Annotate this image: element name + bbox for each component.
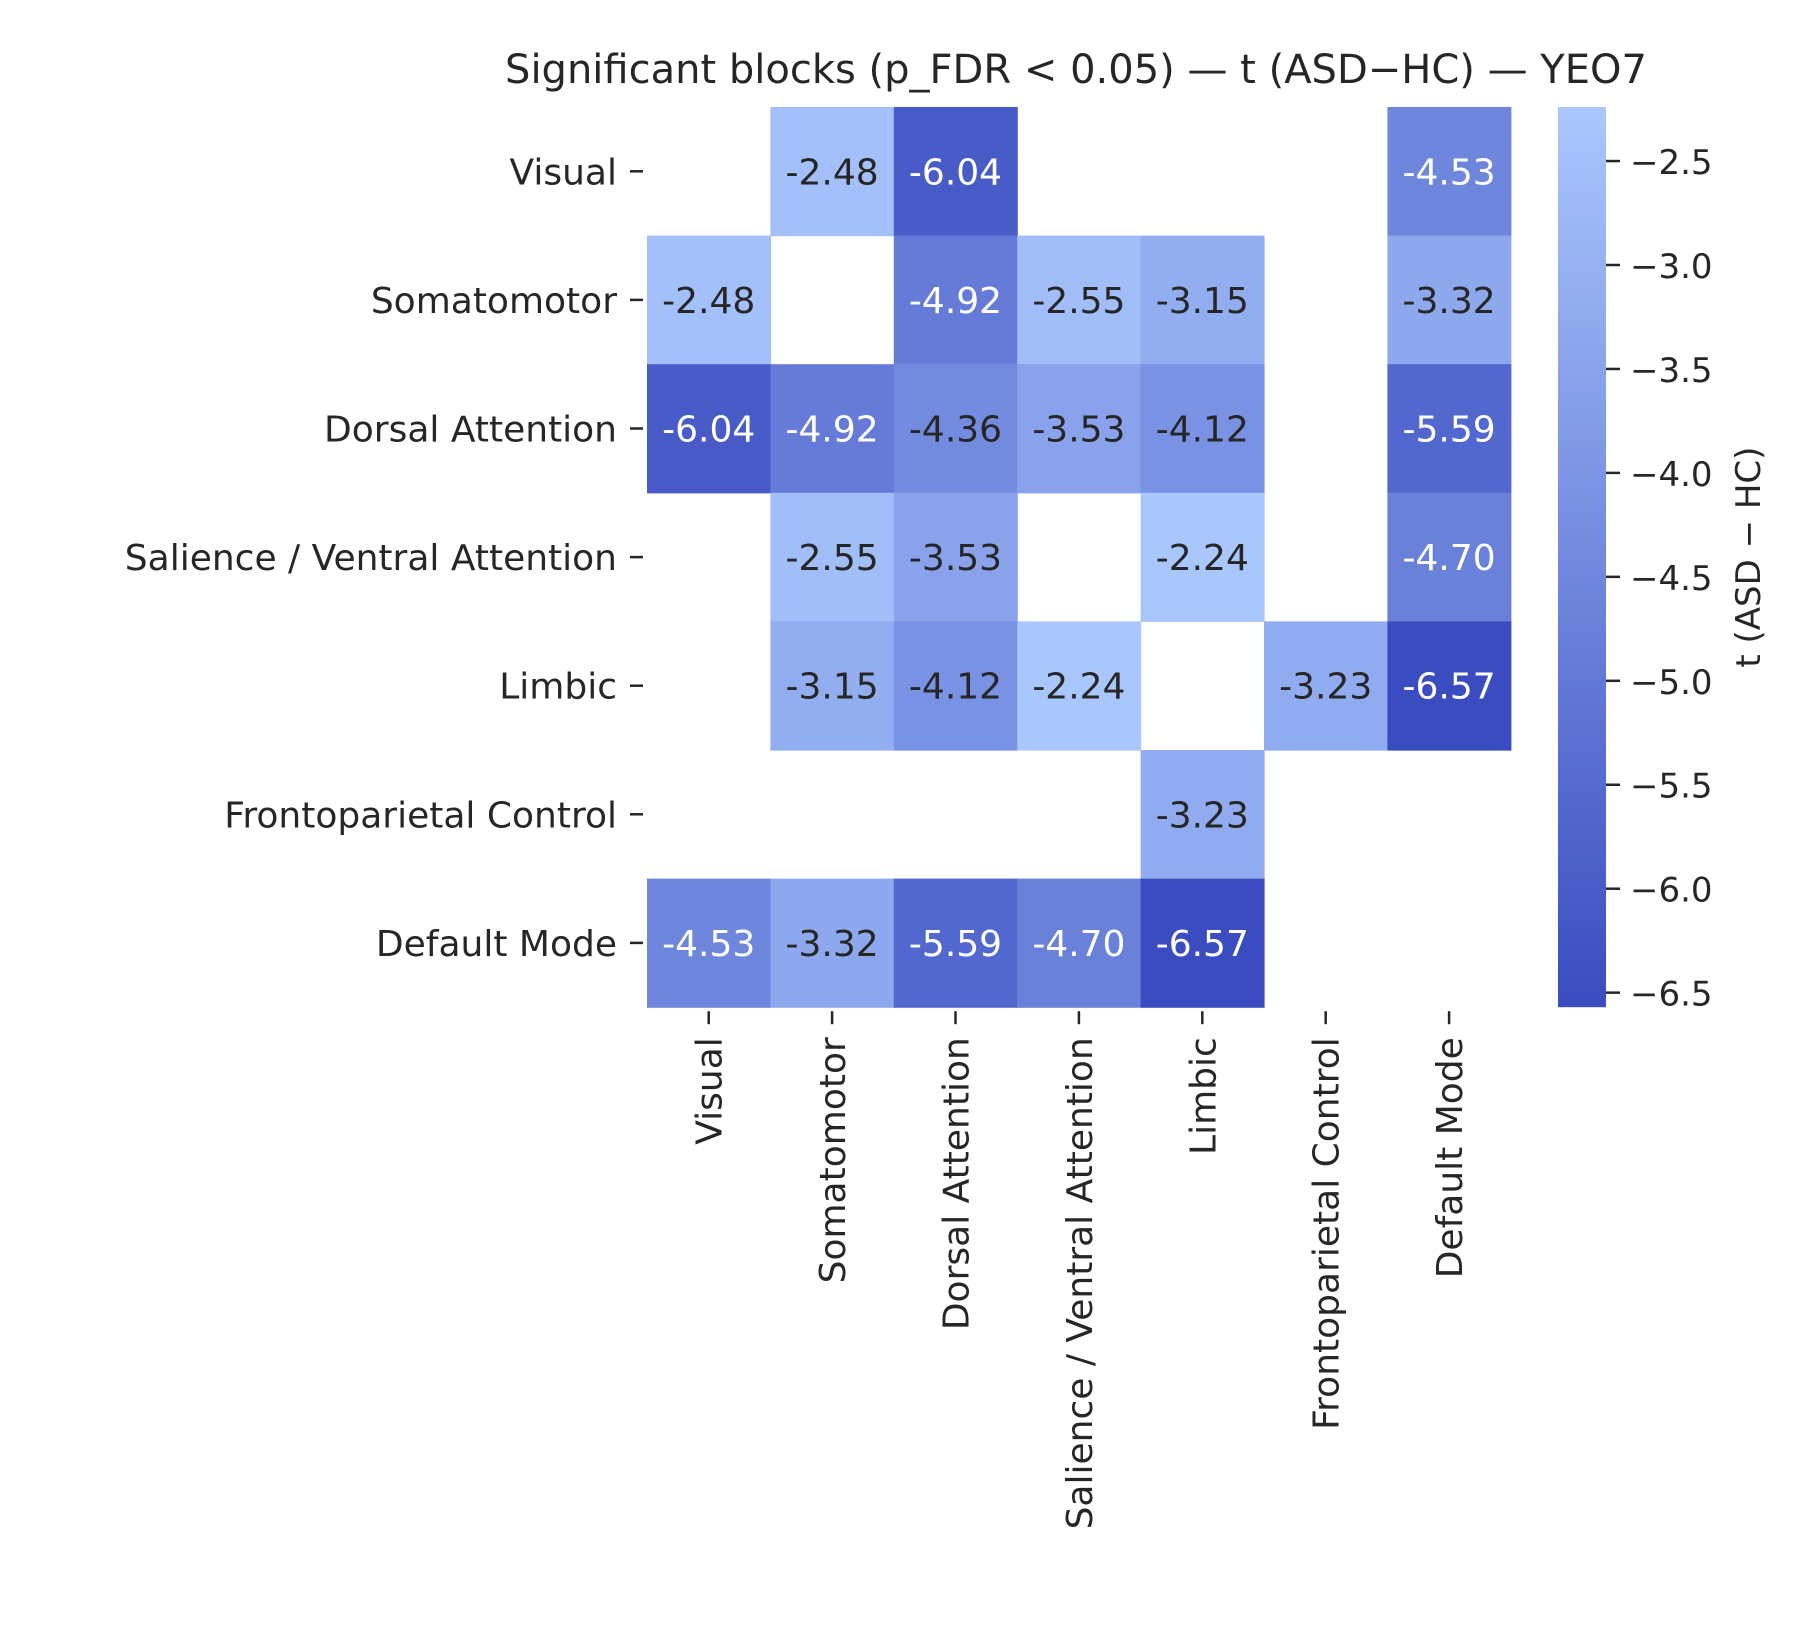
heatmap-cell — [1387, 107, 1512, 237]
heatmap-cell — [1140, 492, 1265, 622]
heatmap-cell — [647, 235, 771, 365]
colorbar-tick-label: −5.0 — [1630, 663, 1713, 703]
cell-value-label: -3.23 — [1279, 667, 1372, 708]
colorbar-tick-label: −4.0 — [1630, 455, 1713, 495]
cell-value-label: -2.24 — [1032, 667, 1125, 708]
cell-value-label: -3.15 — [786, 667, 879, 708]
cell-value-label: -6.04 — [909, 152, 1002, 193]
x-tick-label: Salience / Ventral Attention — [1060, 1037, 1101, 1529]
cell-value-label: -6.57 — [1403, 667, 1496, 708]
cell-value-label: -3.15 — [1156, 281, 1249, 322]
cell-value-label: -3.32 — [786, 924, 879, 965]
heatmap-cell — [1264, 621, 1388, 751]
y-tick-label: Visual — [510, 152, 617, 193]
colorbar-tick-label: −5.5 — [1630, 767, 1713, 807]
heatmap-cell — [1017, 878, 1142, 1008]
y-tick-label: Dorsal Attention — [324, 410, 617, 451]
cell-value-label: -2.48 — [662, 281, 755, 322]
cell-value-label: -5.59 — [1403, 410, 1496, 451]
cell-value-label: -3.32 — [1403, 281, 1496, 322]
cell-value-label: -2.55 — [786, 538, 879, 579]
cell-value-label: -5.59 — [909, 924, 1002, 965]
heatmap-cell — [1140, 364, 1265, 494]
cell-value-label: -2.48 — [786, 152, 879, 193]
cell-value-label: -4.12 — [1156, 410, 1249, 451]
x-axis: Visual Somatomotor Dorsal Attention Salienc… — [690, 1011, 1471, 1529]
heatmap-cells: -2.48 -6.04 -4.53 -2.48 -4.92 -2.55 -3.15 -3.32… — [647, 107, 1512, 1008]
heatmap-cell — [893, 492, 1018, 622]
heatmap-cell — [647, 364, 771, 494]
heatmap-cell — [770, 364, 895, 494]
heatmap-cell — [1387, 492, 1512, 622]
heatmap-cell — [893, 878, 1018, 1008]
heatmap-cell — [1017, 364, 1142, 494]
y-tick-label: Frontoparietal Control — [224, 795, 617, 836]
chart-title: Significant blocks (p_FDR < 0.05) — t (A… — [505, 47, 1647, 93]
y-axis: Visual Somatomotor Dorsal Attention Salienc… — [125, 152, 643, 965]
cell-value-label: -4.92 — [786, 410, 879, 451]
heatmap-cell — [770, 492, 895, 622]
heatmap-cell — [770, 107, 895, 237]
cell-value-label: -6.57 — [1156, 924, 1249, 965]
x-tick-label: Limbic — [1183, 1037, 1224, 1155]
colorbar-label: t (ASD − HC) — [1729, 447, 1769, 668]
cell-value-label: -2.55 — [1032, 281, 1125, 322]
x-tick-label: Default Mode — [1430, 1037, 1471, 1278]
cell-value-label: -4.53 — [662, 924, 755, 965]
colorbar-ticks: −2.5 −3.0 −3.5 −4.0 −4.5 −5.0 −5.5 −6.0 −6.5 — [1606, 143, 1713, 1015]
heatmap-cell — [1017, 235, 1142, 365]
y-tick-label: Salience / Ventral Attention — [125, 538, 617, 579]
heatmap-cell — [1387, 621, 1512, 751]
cell-value-label: -4.92 — [909, 281, 1002, 322]
heatmap-cell — [647, 878, 771, 1008]
y-tick-label: Default Mode — [376, 924, 617, 965]
heatmap-cell — [1387, 364, 1512, 494]
heatmap-cell — [1017, 621, 1142, 751]
heatmap-cell — [770, 878, 895, 1008]
cell-value-label: -4.12 — [909, 667, 1002, 708]
colorbar-tick-label: −4.5 — [1630, 559, 1713, 599]
y-tick-label: Limbic — [499, 667, 617, 708]
colorbar-tick-label: −6.5 — [1630, 975, 1713, 1015]
x-tick-label: Visual — [690, 1037, 731, 1144]
colorbar-tick-label: −3.0 — [1630, 247, 1713, 287]
x-tick-label: Frontoparietal Control — [1307, 1037, 1348, 1430]
x-tick-label: Somatomotor — [813, 1037, 854, 1283]
heatmap-cell — [1140, 750, 1265, 880]
cell-value-label: -6.04 — [662, 410, 755, 451]
colorbar-tick-label: −2.5 — [1630, 143, 1713, 183]
heatmap-cell — [1140, 878, 1265, 1008]
cell-value-label: -3.53 — [909, 538, 1002, 579]
colorbar-tick-label: −6.0 — [1630, 871, 1713, 911]
heatmap-cell — [893, 235, 1018, 365]
heatmap-cell — [893, 364, 1018, 494]
cell-value-label: -2.24 — [1156, 538, 1249, 579]
heatmap-cell — [893, 621, 1018, 751]
cell-value-label: -4.36 — [909, 410, 1002, 451]
x-tick-label: Dorsal Attention — [937, 1037, 978, 1330]
cell-value-label: -4.53 — [1403, 152, 1496, 193]
cell-value-label: -3.53 — [1032, 410, 1125, 451]
heatmap-cell — [893, 107, 1018, 237]
cell-value-label: -3.23 — [1156, 795, 1249, 836]
y-tick-label: Somatomotor — [371, 281, 617, 322]
cell-value-label: -4.70 — [1403, 538, 1496, 579]
heatmap-cell — [1387, 235, 1512, 365]
heatmap-cell — [1140, 235, 1265, 365]
colorbar-gradient — [1558, 107, 1606, 1008]
colorbar-tick-label: −3.5 — [1630, 351, 1713, 391]
cell-value-label: -4.70 — [1032, 924, 1125, 965]
heatmap-cell — [770, 621, 895, 751]
colorbar: −2.5 −3.0 −3.5 −4.0 −4.5 −5.0 −5.5 −6.0 −6.5 t (… — [1558, 107, 1769, 1015]
